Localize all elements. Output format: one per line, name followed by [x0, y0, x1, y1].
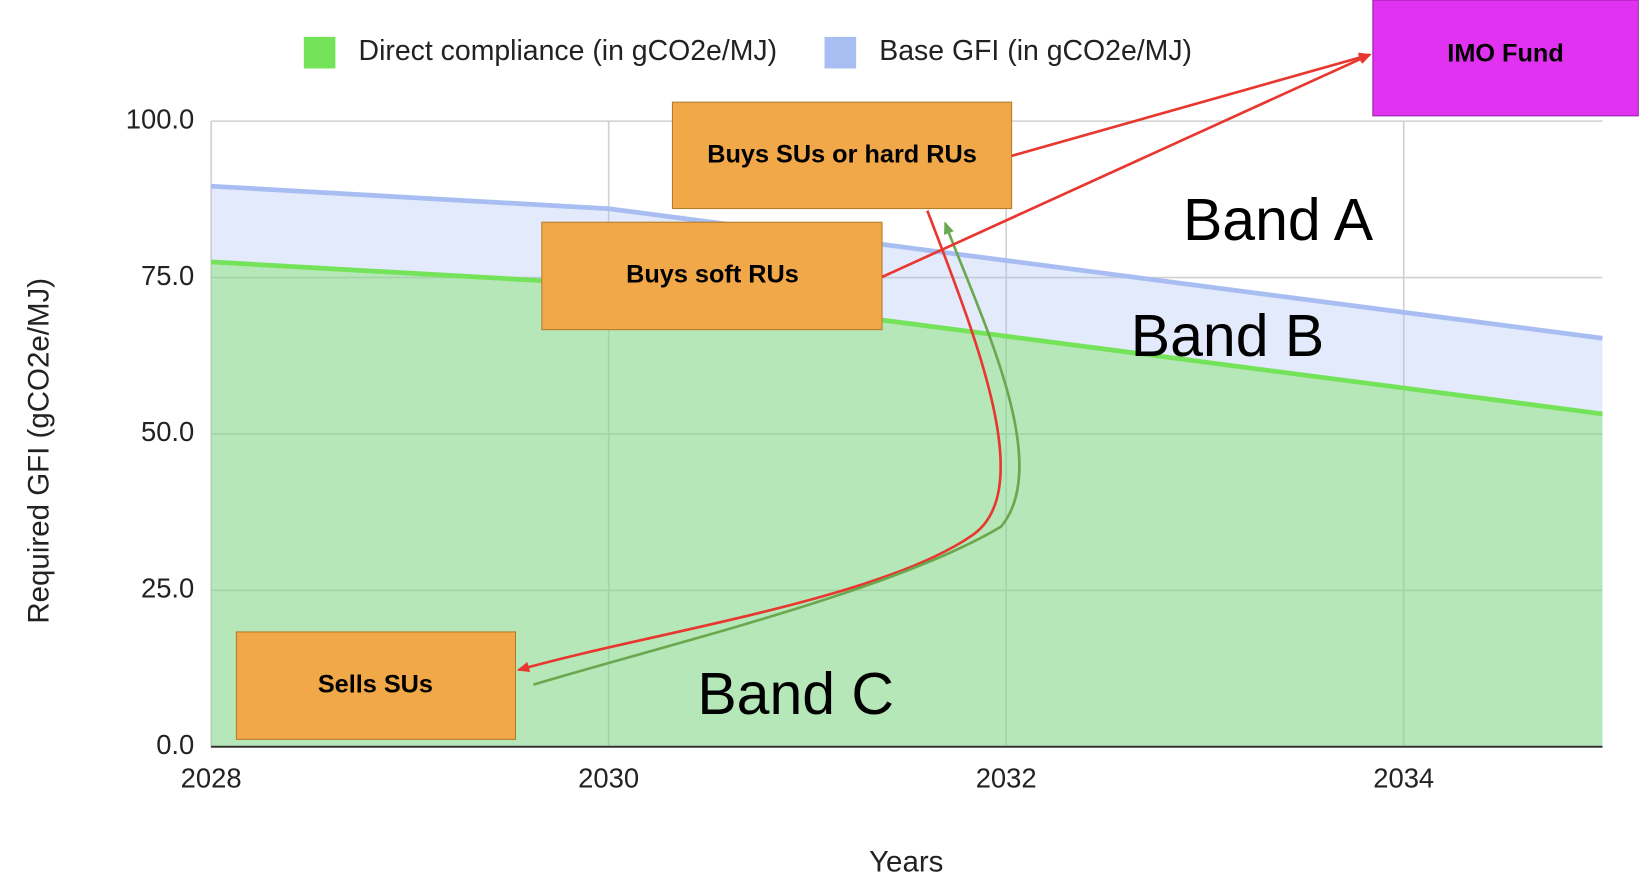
band-label: Band A — [1183, 188, 1374, 253]
band-label: Band C — [697, 662, 894, 727]
y-tick-label: 75.0 — [141, 260, 194, 291]
x-axis-title: Years — [869, 845, 943, 878]
y-tick-label: 100.0 — [126, 103, 195, 134]
area-fill — [211, 261, 1603, 747]
x-tick-label: 2028 — [181, 763, 242, 794]
x-tick-label: 2034 — [1373, 763, 1434, 794]
annotation-box — [235, 631, 517, 740]
arrow — [516, 210, 1002, 673]
y-axis-title: Required GFI (gCO2e/MJ) — [22, 278, 55, 624]
area-line — [210, 183, 1603, 341]
annotation-box — [1372, 0, 1639, 117]
annotation-text: IMO Fund — [1447, 39, 1563, 67]
annotation-text: Buys soft RUs — [626, 261, 799, 289]
x-tick-label: 2032 — [976, 763, 1037, 794]
x-tick-label: 2030 — [578, 763, 639, 794]
y-tick-label: 50.0 — [141, 416, 194, 447]
arrow — [1011, 52, 1372, 158]
annotation-box — [541, 221, 883, 331]
band-label: Band B — [1131, 304, 1324, 369]
legend-swatch — [303, 36, 336, 69]
annotation-text: Sells SUs — [318, 670, 433, 698]
annotation-box — [671, 101, 1013, 210]
arrow — [881, 53, 1372, 279]
y-tick-label: 0.0 — [156, 729, 194, 760]
legend-label: Direct compliance (in gCO2e/MJ) — [359, 35, 778, 67]
y-tick-label: 25.0 — [141, 573, 194, 604]
legend-label: Base GFI (in gCO2e/MJ) — [879, 35, 1192, 67]
annotation-text: Buys SUs or hard RUs — [707, 141, 977, 169]
legend-swatch — [824, 36, 857, 69]
arrow — [533, 221, 1021, 686]
